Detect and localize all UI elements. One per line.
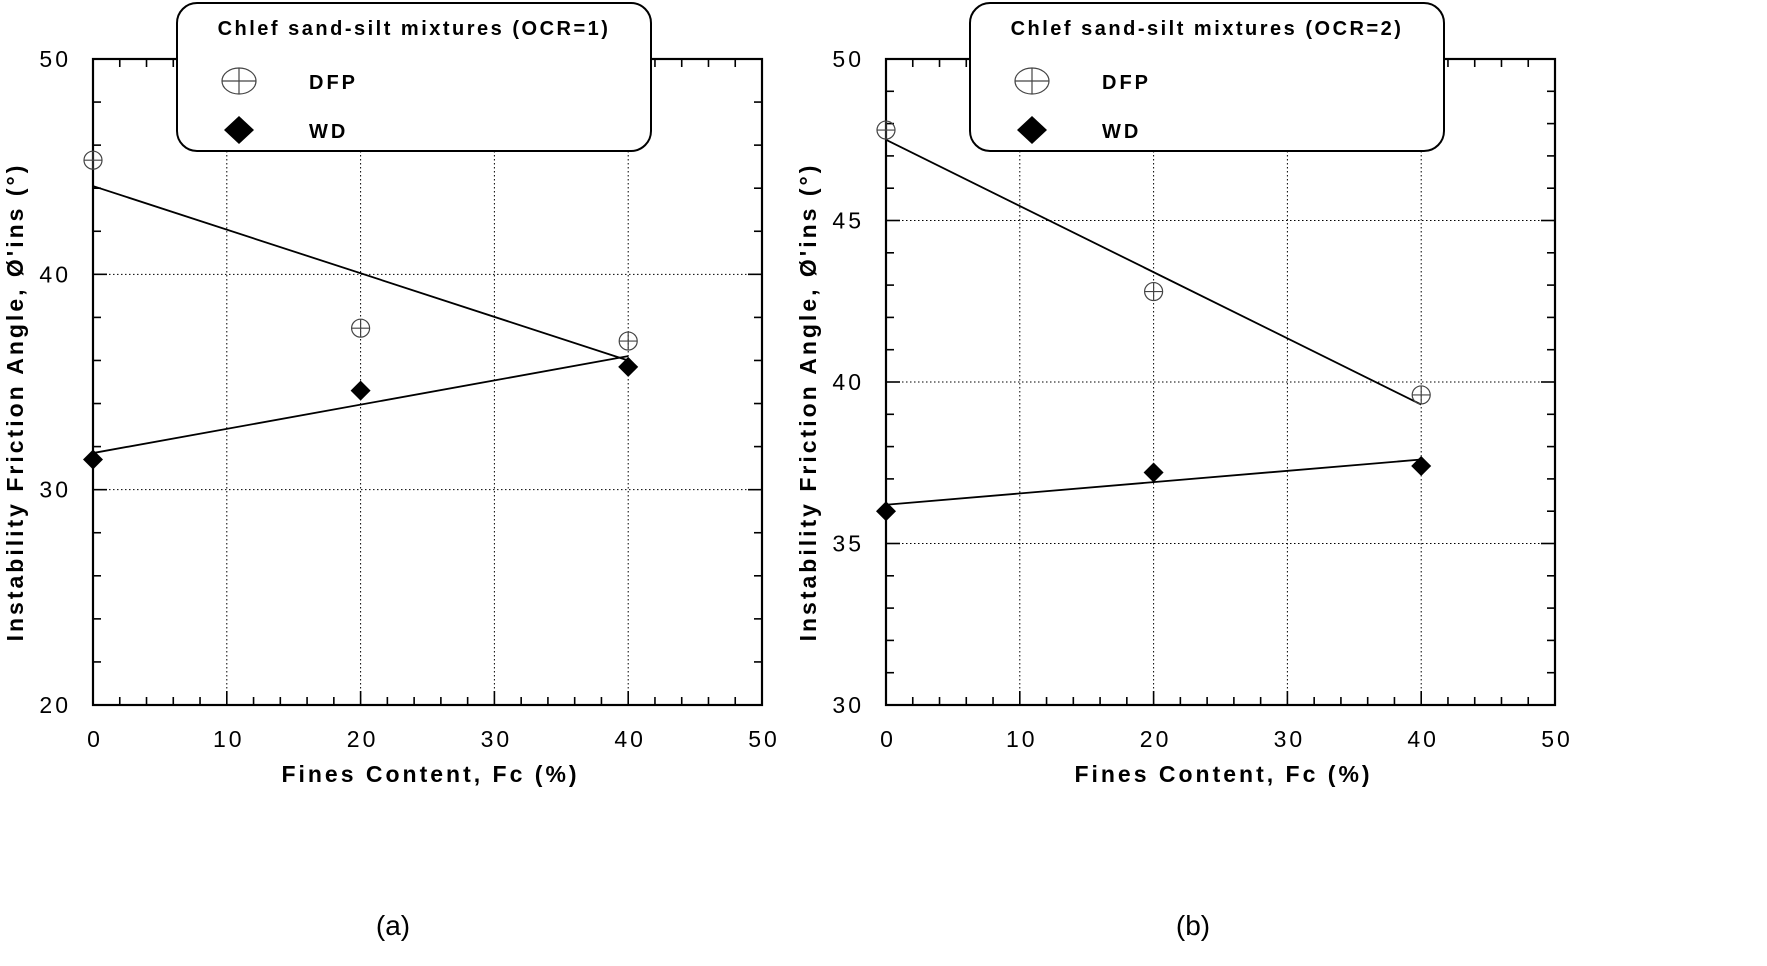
legend-marker-wd	[1017, 116, 1047, 144]
wd-point	[350, 380, 371, 401]
legend-marker-dfp	[221, 67, 257, 95]
x-tick-label: 10	[213, 726, 245, 752]
y-tick-label: 20	[39, 692, 71, 718]
x-tick-label: 20	[347, 726, 379, 752]
dfp-point	[1411, 385, 1431, 405]
y-axis-title: Instability Friction Angle, Ø'ins (°)	[2, 163, 28, 642]
legend: Chlef sand-silt mixtures (OCR=2) DFP WD	[969, 2, 1445, 152]
x-tick-label: 50	[1541, 726, 1573, 752]
wd-point	[876, 501, 896, 522]
legend-title: Chlef sand-silt mixtures (OCR=1)	[218, 18, 611, 40]
y-tick-label: 50	[39, 46, 71, 72]
x-tick-label: 20	[1140, 726, 1172, 752]
legend-box	[176, 2, 652, 152]
legend-box	[969, 2, 1445, 152]
x-tick-label: 30	[481, 726, 513, 752]
x-tick-label: 40	[1407, 726, 1439, 752]
wd-point	[83, 449, 103, 470]
dfp-point	[83, 150, 103, 170]
x-tick-label: 0	[87, 726, 103, 752]
legend-marker-wd	[224, 116, 254, 144]
y-tick-label: 35	[832, 531, 864, 557]
plot-frame	[91, 57, 764, 707]
y-tick-label: 30	[832, 692, 864, 718]
x-tick-label: 10	[1006, 726, 1038, 752]
y-tick-label: 50	[832, 46, 864, 72]
legend-label-dfp: DFP	[1102, 72, 1151, 94]
legend-label-wd: WD	[1102, 121, 1141, 143]
y-tick-label: 45	[832, 208, 864, 234]
x-axis-title: Fines Content, Fc (%)	[1074, 761, 1372, 787]
dfp-point	[351, 318, 371, 338]
legend: Chlef sand-silt mixtures (OCR=1) DFP WD	[176, 2, 652, 152]
x-tick-label: 30	[1274, 726, 1306, 752]
y-tick-label: 40	[39, 261, 71, 287]
wd-point	[1143, 462, 1164, 483]
dfp-point	[876, 120, 896, 140]
legend-title: Chlef sand-silt mixtures (OCR=2)	[1011, 18, 1404, 40]
chart-panel-b: 0 10 20 30 40 50 30 35 40 45 50 Fines Content, Fc (…	[795, 2, 1573, 941]
chart-panel-a: 0 10 20 30 40 50 20 30 40 50 Fines Content, Fc (%)…	[2, 2, 780, 941]
legend-marker-dfp	[1014, 67, 1050, 95]
x-tick-label: 50	[748, 726, 780, 752]
y-tick-label: 30	[39, 477, 71, 503]
dfp-point	[1143, 281, 1164, 302]
legend-label-dfp: DFP	[309, 72, 358, 94]
panel-caption: (a)	[376, 910, 410, 941]
wd-point	[1411, 455, 1432, 476]
y-tick-label: 40	[832, 369, 864, 395]
legend-label-wd: WD	[309, 121, 348, 143]
trendline-dfp	[92, 185, 629, 362]
x-axis-title: Fines Content, Fc (%)	[281, 761, 579, 787]
panel-caption: (b)	[1176, 910, 1210, 941]
wd-point	[618, 356, 639, 377]
trendline-wd	[92, 355, 629, 454]
trendline-dfp	[885, 138, 1422, 406]
x-tick-label: 40	[614, 726, 646, 752]
x-tick-label: 0	[880, 726, 896, 752]
dfp-point	[618, 331, 638, 351]
y-axis-title: Instability Friction Angle, Ø'ins (°)	[795, 163, 821, 642]
